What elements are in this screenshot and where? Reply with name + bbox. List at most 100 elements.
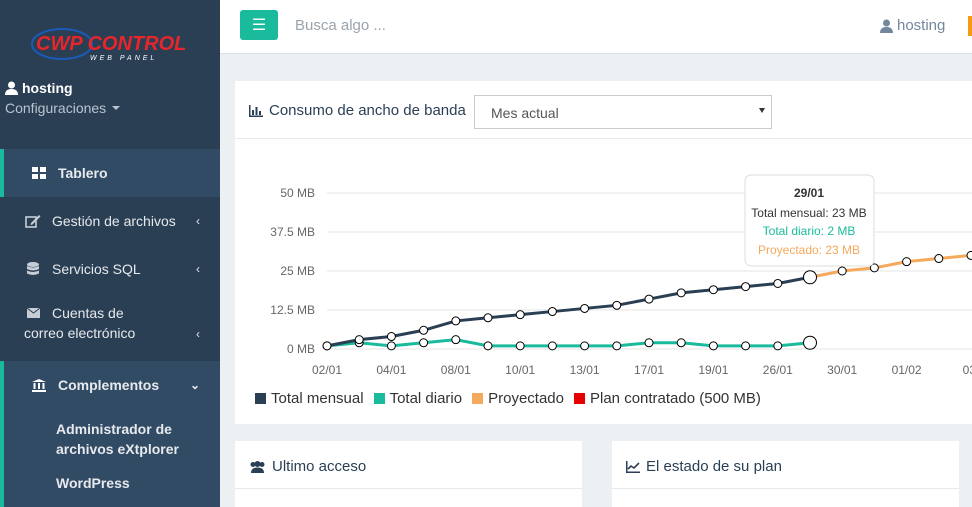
legend-item[interactable]: Plan contratado (500 MB) (574, 390, 761, 407)
daily-series-point (612, 341, 622, 351)
x-tick-label: 04/01 (376, 363, 406, 377)
user-block: hosting Configuraciones (5, 80, 121, 116)
line-chart-icon (626, 460, 640, 473)
x-tick-label: 26/01 (763, 363, 793, 377)
period-select[interactable]: Mes actual (474, 95, 772, 129)
bandwidth-title: Consumo de ancho de banda (249, 102, 466, 119)
caret-down-icon (112, 106, 121, 110)
monthly-series-point (580, 303, 590, 313)
monthly-series-line (326, 275, 811, 348)
daily-series-point (676, 338, 686, 348)
daily-series-point (547, 341, 557, 351)
legend-label: Total diario (389, 390, 463, 407)
x-tick-label: 17/01 (634, 363, 664, 377)
bandwidth-panel: 0 MB 12.5 MB 25 MB 37.5 MB 50 MB 02/01 04/01 08… (235, 81, 972, 424)
y-tick-label: 50 MB (280, 186, 315, 200)
last-access-title: Ultimo acceso (249, 458, 366, 475)
submenu-item-wordpress[interactable]: WordPress (56, 475, 130, 491)
legend-label: Total mensual (271, 390, 364, 407)
bandwidth-chart: 0 MB 12.5 MB 25 MB 37.5 MB 50 MB 02/01 04/01 08… (270, 174, 972, 377)
last-access-panel: Ultimo acceso (235, 441, 582, 507)
bank-icon (30, 378, 48, 392)
sidebar-menu: Tablero Gestión de archivos ‹ Servicios … (0, 149, 220, 507)
sidebar-item-label: Servicios SQL (52, 261, 141, 277)
logo-text: CWP CONTROL (36, 33, 186, 55)
bandwidth-panel-header: Consumo de ancho de banda Mes actual (235, 81, 972, 139)
x-tick-label: 19/01 (698, 363, 728, 377)
y-tick-label: 25 MB (280, 264, 315, 278)
chevron-down-icon: ⌄ (189, 378, 200, 392)
envelope-icon (24, 308, 42, 318)
user-icon (5, 81, 18, 95)
chart-legend: Total mensual Total diario Proyectado Pl… (255, 390, 761, 407)
legend-item[interactable]: Proyectado (472, 390, 564, 407)
sidebar-item-sql[interactable]: Servicios SQL ‹ (0, 245, 220, 293)
chevron-left-icon: ‹ (196, 214, 200, 228)
legend-swatch (373, 393, 385, 404)
x-tick-label: 30/01 (827, 363, 857, 377)
monthly-series-point (741, 282, 751, 292)
daily-series-point (419, 338, 429, 348)
monthly-series-point (515, 310, 525, 320)
sidebar-item-addons[interactable]: Complementos ⌄ (0, 361, 220, 409)
legend-label: Plan contratado (500 MB) (590, 390, 761, 407)
sidebar-item-label: Cuentas de correo electrónico (24, 305, 136, 341)
legend-swatch (574, 393, 585, 404)
y-tick-label: 0 MB (287, 342, 315, 356)
x-tick-label: 08/01 (441, 363, 471, 377)
daily-series-line (326, 338, 811, 348)
edit-icon (24, 214, 42, 228)
monthly-series-point (644, 294, 654, 304)
monthly-series-point (773, 278, 783, 288)
tooltip-date: 29/01 (794, 186, 824, 200)
projected-series-point (966, 250, 972, 260)
daily-series-point (515, 341, 525, 351)
sidebar-item-files[interactable]: Gestión de archivos ‹ (0, 197, 220, 245)
daily-series-point (483, 341, 493, 351)
legend-item[interactable]: Total mensual (255, 390, 364, 407)
x-tick-label: 13/01 (570, 363, 600, 377)
daily-series-point (580, 341, 590, 351)
top-username: hosting (897, 17, 946, 34)
daily-series-point (741, 341, 751, 351)
hover-point-daily (803, 335, 817, 350)
sidebar: CWP CONTROL WEB PANEL hosting Configurac… (0, 0, 220, 507)
projected-series-line (809, 253, 972, 279)
sidebar-item-label: Complementos (58, 377, 160, 393)
x-tick-label: 01/02 (892, 363, 922, 377)
plan-status-panel: El estado de su plan (612, 441, 959, 507)
hamburger-icon: ☰ (251, 17, 267, 34)
legend-item[interactable]: Total diario (373, 390, 463, 407)
tooltip-projected: Proyectado: 23 MB (758, 243, 860, 257)
sidebar-item-label: Gestión de archivos (52, 213, 176, 229)
menu-toggle-button[interactable]: ☰ (240, 10, 278, 40)
monthly-series-point (354, 335, 364, 345)
submenu-item-extplorer[interactable]: Administrador de archivos eXtplorer (56, 421, 179, 457)
cwp-logo[interactable]: CWP CONTROL WEB PANEL (0, 0, 220, 75)
chevron-left-icon: ‹ (196, 262, 200, 276)
projected-series-point (902, 257, 912, 267)
daily-series-point (386, 341, 396, 351)
bandwidth-title-text: Consumo de ancho de banda (269, 102, 466, 119)
sidebar-user: hosting (5, 80, 120, 96)
monthly-series-point (451, 316, 461, 326)
sidebar-item-tablero[interactable]: Tablero (0, 149, 220, 197)
projected-series-point (934, 254, 944, 264)
search-input[interactable]: Busca algo ... (295, 17, 386, 34)
monthly-series-point (322, 341, 332, 351)
sidebar-item-email[interactable]: Cuentas de correo electrónico ‹ (0, 293, 220, 361)
legend-swatch (472, 393, 484, 404)
tooltip-daily: Total diario: 2 MB (763, 224, 856, 238)
chart-tooltip (744, 174, 875, 267)
config-dropdown[interactable]: Configuraciones (5, 100, 121, 116)
notification-tab[interactable] (968, 16, 972, 36)
daily-series-point (644, 338, 654, 348)
legend-label: Proyectado (488, 390, 564, 407)
x-tick-label: 02/01 (312, 363, 342, 377)
legend-swatch (255, 393, 266, 404)
top-user-menu[interactable]: hosting (880, 17, 945, 34)
plan-status-text: El estado de su plan (646, 458, 782, 475)
logo-sub: WEB PANEL (90, 55, 157, 62)
divider (612, 488, 959, 489)
monthly-series-point (419, 325, 429, 335)
